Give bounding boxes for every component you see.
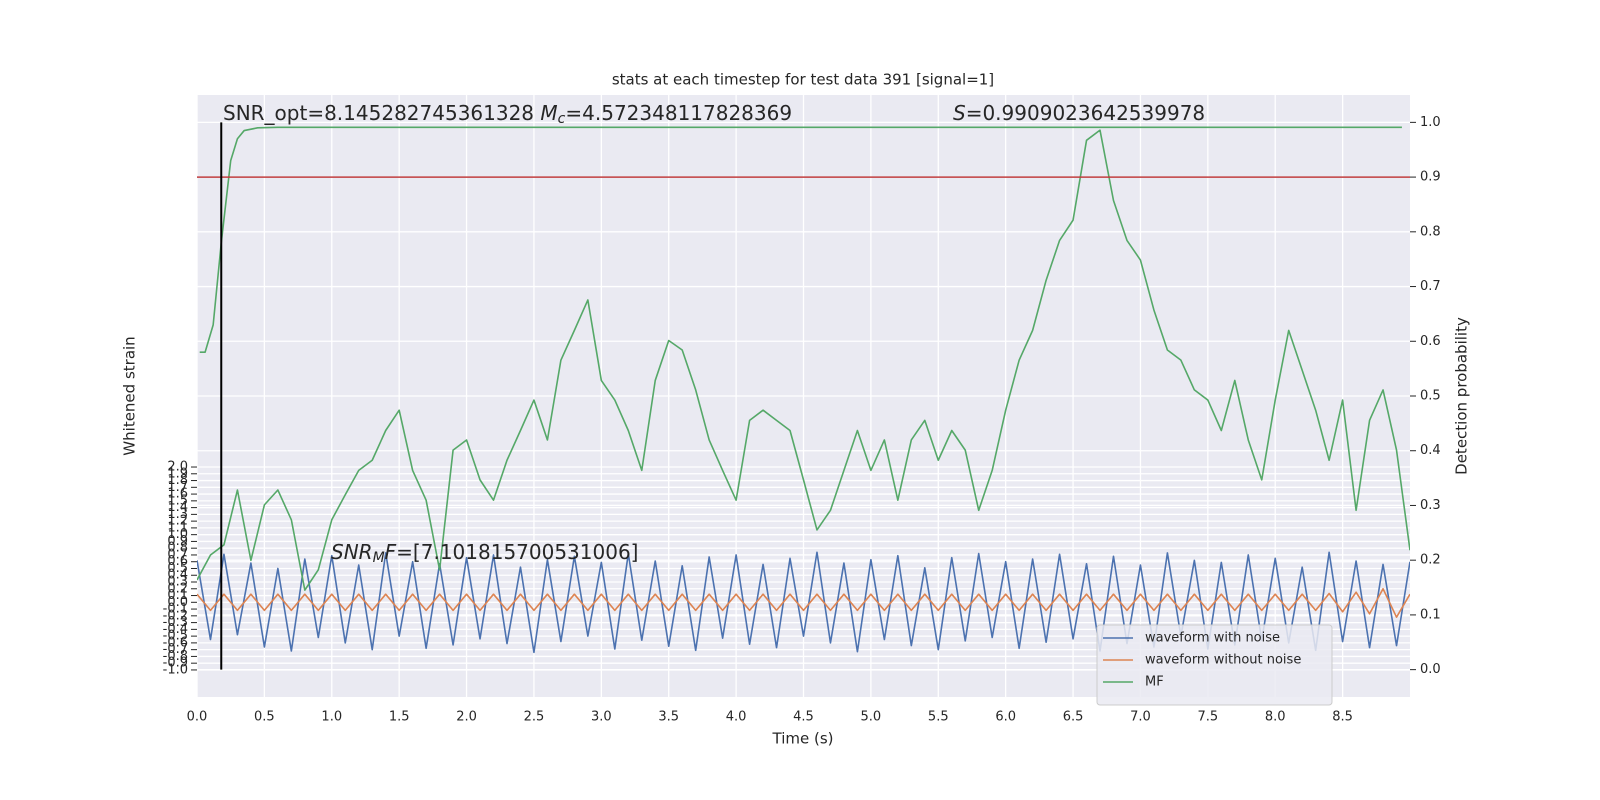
y-tick-label: 0.4: [167, 568, 188, 583]
y2-tick-label: 0.1: [1420, 607, 1441, 622]
x-tick-label: 1.0: [321, 710, 342, 725]
y-tick-label: 2.0: [167, 460, 188, 475]
x-tick-label: 4.0: [726, 710, 747, 725]
y-tick-label: 0.5: [167, 561, 188, 576]
series-line: [197, 587, 1410, 618]
legend: waveform with noise waveform without nois…: [1096, 624, 1333, 706]
y-tick-label: -0.8: [163, 649, 188, 664]
annotation-part: c: [558, 111, 566, 127]
y2-tick-label: 0.9: [1420, 170, 1441, 185]
y-tick-label: 0.2: [167, 581, 188, 596]
x-tick-label: 2.0: [456, 710, 477, 725]
y2-tick-label: 0.3: [1420, 498, 1441, 513]
y-tick-label: -0.2: [163, 608, 188, 623]
y-tick-label: 1.0: [167, 527, 188, 542]
y-tick-label: -0.4: [163, 622, 188, 637]
annotation-part: SNR: [331, 540, 373, 564]
x-tick-label: 0.0: [187, 710, 208, 725]
annotation-snr-opt: SNR_opt=8.145282745361328 Mc=4.572348117…: [223, 101, 792, 128]
annotation-snr-mf: SNRMF=[7.101815700531006]: [331, 540, 639, 567]
y-tick-label: 1.3: [167, 507, 188, 522]
y2-tick-label: 0.4: [1420, 443, 1441, 458]
y2-tick-label: 0.6: [1420, 334, 1441, 349]
y2-tick-label: 0.8: [1420, 224, 1441, 239]
y-tick-label: 1.2: [167, 514, 188, 529]
y-tick-label: -0.5: [163, 629, 188, 644]
y-tick-label: 0.7: [167, 547, 188, 562]
annotation-part: F: [385, 540, 397, 564]
annotation-part: =4.572348117828369: [565, 101, 792, 125]
y2-tick-label: 1.0: [1420, 115, 1441, 130]
y2-axis-label: Detection probability: [1453, 317, 1471, 475]
y2-tick-label: 0.5: [1420, 389, 1441, 404]
series-line: [197, 129, 1410, 591]
x-tick-label: 6.5: [1063, 710, 1084, 725]
x-tick-label: 3.0: [591, 710, 612, 725]
x-tick-label: 5.5: [928, 710, 949, 725]
x-tick-label: 5.0: [861, 710, 882, 725]
x-tick-label: 4.5: [793, 710, 814, 725]
legend-label: waveform with noise: [1145, 631, 1280, 646]
annotation-part: S: [953, 101, 966, 125]
series-line: [199, 126, 1402, 354]
y-tick-label: 1.9: [167, 466, 188, 481]
y-tick-label: 0.3: [167, 575, 188, 590]
y-tick-label: 0.6: [167, 554, 188, 569]
legend-label: waveform without noise: [1145, 653, 1301, 668]
y-tick-label: 1.4: [167, 500, 188, 515]
legend-box: [1096, 624, 1333, 706]
y-tick-label: -0.1: [163, 602, 188, 617]
annotation-part: SNR_opt=8.145282745361328: [223, 101, 534, 125]
y-tick-label: 0.1: [167, 588, 188, 603]
annotation-part: =[7.101815700531006]: [396, 540, 638, 564]
y-tick-label: 1.1: [167, 520, 188, 535]
y2-tick-label: 0.0: [1420, 662, 1441, 677]
y-tick-label: -0.7: [163, 642, 188, 657]
x-tick-label: 6.0: [995, 710, 1016, 725]
y-tick-label: 0.8: [167, 541, 188, 556]
x-tick-label: 7.0: [1130, 710, 1151, 725]
y2-tick-label: 0.2: [1420, 553, 1441, 568]
y-tick-label: 1.5: [167, 493, 188, 508]
annotation-part: =0.9909023642539978: [966, 101, 1205, 125]
y-tick-label: 0.0: [167, 595, 188, 610]
x-tick-label: 2.5: [524, 710, 545, 725]
y-tick-label: -0.3: [163, 615, 188, 630]
x-tick-label: 3.5: [658, 710, 679, 725]
x-tick-label: 1.5: [389, 710, 410, 725]
y-axis-label: Whitened strain: [121, 336, 139, 455]
x-tick-label: 0.5: [254, 710, 275, 725]
y-tick-label: -1.0: [163, 662, 188, 677]
annotation-part: M: [540, 101, 557, 125]
y-tick-label: 1.8: [167, 473, 188, 488]
x-axis-label: Time (s): [772, 730, 834, 748]
chart-title: stats at each timestep for test data 391…: [612, 71, 994, 89]
x-tick-label: 7.5: [1197, 710, 1218, 725]
y-tick-label: 0.9: [167, 534, 188, 549]
y-tick-label: 1.6: [167, 487, 188, 502]
x-tick-label: 8.5: [1332, 710, 1353, 725]
y-tick-label: -0.9: [163, 656, 188, 671]
y-tick-label: -0.6: [163, 635, 188, 650]
y2-tick-label: 0.7: [1420, 279, 1441, 294]
annotation-s: S=0.9909023642539978: [953, 101, 1205, 125]
x-tick-label: 8.0: [1265, 710, 1286, 725]
annotation-part: M: [373, 550, 385, 566]
legend-label: MF: [1145, 675, 1164, 690]
y-tick-label: 1.7: [167, 480, 188, 495]
